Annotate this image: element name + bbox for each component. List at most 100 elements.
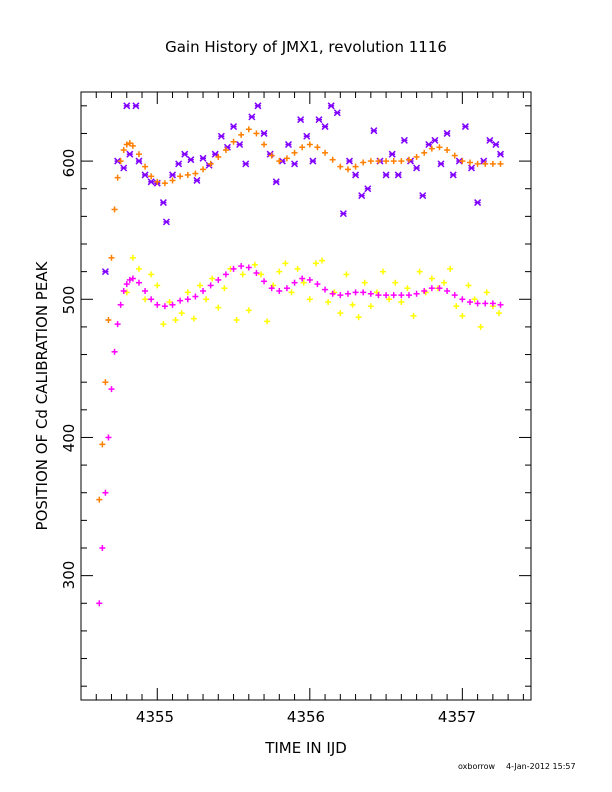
data-point xyxy=(375,292,382,299)
footer-author: oxborrow xyxy=(458,762,496,771)
data-point xyxy=(123,289,130,296)
data-point xyxy=(465,282,472,289)
data-point xyxy=(120,287,127,294)
data-point xyxy=(466,299,473,306)
data-point xyxy=(162,218,170,226)
data-point xyxy=(126,140,133,147)
data-point xyxy=(221,285,228,292)
data-point xyxy=(459,158,466,165)
data-point xyxy=(367,158,374,165)
data-point xyxy=(283,285,290,292)
data-point xyxy=(337,292,344,299)
data-point xyxy=(329,290,336,297)
data-point xyxy=(288,289,295,296)
data-point xyxy=(410,312,417,319)
chart-title: Gain History of JMX1, revolution 1116 xyxy=(165,38,447,56)
data-point xyxy=(148,173,155,180)
data-point xyxy=(129,275,136,282)
data-point xyxy=(253,130,260,137)
data-point xyxy=(233,317,240,323)
data-point xyxy=(492,140,500,149)
data-point xyxy=(428,285,435,292)
data-point xyxy=(230,138,237,145)
data-point xyxy=(96,600,103,607)
data-point xyxy=(276,268,283,275)
data-point xyxy=(245,126,252,133)
data-point xyxy=(215,276,222,283)
data-point xyxy=(203,296,210,303)
data-point xyxy=(428,145,435,152)
data-point xyxy=(388,150,396,158)
data-point xyxy=(306,276,313,283)
data-point xyxy=(120,147,127,154)
data-point xyxy=(382,171,390,179)
data-point xyxy=(337,163,344,170)
data-point xyxy=(459,296,466,303)
data-point xyxy=(253,270,260,277)
data-point xyxy=(496,150,505,158)
data-point xyxy=(306,141,313,148)
data-point xyxy=(483,289,490,296)
data-point xyxy=(451,152,458,159)
data-point xyxy=(129,142,136,149)
data-point xyxy=(400,136,408,144)
data-point xyxy=(482,160,489,167)
data-point xyxy=(383,158,390,165)
x-tick-label-4356: 4356 xyxy=(287,708,325,726)
data-point xyxy=(148,296,155,303)
data-point xyxy=(160,321,167,328)
data-point xyxy=(222,271,229,278)
data-point xyxy=(230,123,238,131)
data-point xyxy=(276,287,283,294)
data-point xyxy=(291,279,298,286)
data-point xyxy=(238,131,245,138)
data-point xyxy=(105,317,112,323)
data-point xyxy=(123,141,130,148)
footer-timestamp: 4-Jan-2012 15:57 xyxy=(506,762,576,771)
data-point xyxy=(260,129,268,137)
data-point xyxy=(135,265,142,272)
data-point xyxy=(222,147,229,154)
data-point xyxy=(184,296,191,303)
data-point xyxy=(184,171,191,178)
data-point xyxy=(238,263,245,270)
data-point xyxy=(258,271,264,278)
data-point xyxy=(375,158,382,165)
plot-frame xyxy=(80,91,532,701)
data-point xyxy=(261,141,268,148)
data-point xyxy=(242,160,250,168)
data-point xyxy=(207,160,214,167)
data-point xyxy=(142,287,149,294)
data-point xyxy=(161,180,168,187)
data-point xyxy=(264,318,271,325)
data-point xyxy=(447,265,454,272)
data-point xyxy=(364,185,372,193)
data-point xyxy=(344,290,351,297)
data-point xyxy=(413,153,420,160)
data-point xyxy=(352,163,359,170)
data-point xyxy=(117,158,124,165)
data-point xyxy=(111,348,118,355)
data-point xyxy=(294,265,301,272)
data-point xyxy=(108,386,115,393)
data-point xyxy=(141,171,149,179)
y-tick-label-400: 400 xyxy=(60,424,78,453)
data-point xyxy=(404,285,411,292)
data-point xyxy=(398,292,405,299)
data-point xyxy=(184,289,191,296)
data-point xyxy=(135,279,142,286)
data-point xyxy=(187,156,195,164)
data-point xyxy=(436,144,443,151)
data-point xyxy=(177,173,184,180)
data-point xyxy=(466,159,473,166)
data-point xyxy=(177,297,184,304)
data-point xyxy=(135,157,143,165)
data-point xyxy=(99,441,106,448)
data-point xyxy=(315,116,323,124)
data-point xyxy=(101,268,109,276)
data-point xyxy=(337,310,344,317)
data-point xyxy=(443,129,451,137)
data-point xyxy=(360,289,367,296)
data-point xyxy=(459,312,466,319)
data-point xyxy=(349,301,356,308)
